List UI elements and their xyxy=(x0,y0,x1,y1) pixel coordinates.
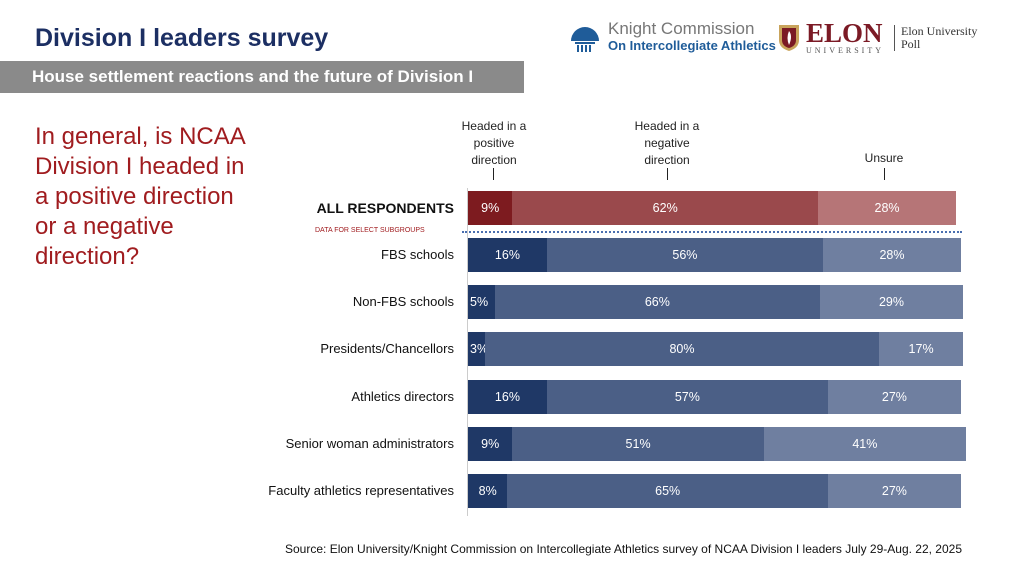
bar-segment-positive: 16% xyxy=(468,380,547,414)
bar-segment-positive: 8% xyxy=(468,474,508,508)
subgroup-label: DATA FOR SELECT SUBGROUPS xyxy=(315,227,425,234)
category-label: Senior woman administrators xyxy=(285,436,454,451)
stacked-bar: 8% 65% 27% xyxy=(468,474,961,508)
bar-segment-negative: 65% xyxy=(507,474,828,508)
stacked-bar: 9% 51% 41% xyxy=(468,427,966,461)
subtitle-banner: House settlement reactions and the futur… xyxy=(0,61,524,93)
bar-segment-positive: 16% xyxy=(468,238,547,272)
poll-line2: Poll xyxy=(901,36,921,51)
category-label: Athletics directors xyxy=(351,389,454,404)
stacked-bar: 5% 66% 29% xyxy=(468,285,963,319)
legend-positive: Headed in a positive direction xyxy=(461,119,527,167)
bar-segment-positive: 9% xyxy=(468,427,513,461)
legend-unsure: Unsure xyxy=(864,151,904,165)
bar-segment-positive: 9% xyxy=(468,191,513,225)
bar-segment-unsure: 41% xyxy=(763,427,966,461)
stacked-bar: 16% 57% 27% xyxy=(468,380,961,414)
bar-segment-unsure: 29% xyxy=(820,285,963,319)
category-label: Non-FBS schools xyxy=(352,294,454,309)
axis-line xyxy=(467,188,468,516)
category-label: FBS schools xyxy=(381,247,454,262)
bar-segment-unsure: 27% xyxy=(827,380,961,414)
bar-segment-negative: 57% xyxy=(546,380,828,414)
poll-line1: Elon University xyxy=(901,23,978,38)
subtitle: House settlement reactions and the futur… xyxy=(32,67,474,86)
bar-segment-unsure: 17% xyxy=(879,332,963,366)
category-label: Presidents/Chancellors xyxy=(320,341,454,356)
bar-segment-negative: 62% xyxy=(512,191,819,225)
page-title: Division I leaders survey xyxy=(35,24,329,52)
bar-segment-positive: 5% xyxy=(468,285,495,319)
category-label: ALL RESPONDENTS xyxy=(316,200,454,216)
bar-segment-negative: 80% xyxy=(484,332,880,366)
category-label: Faculty athletics representatives xyxy=(268,483,454,498)
knight-line1: Knight Commission xyxy=(608,19,755,38)
legend-tick xyxy=(884,168,885,180)
elon-university-text: UNIVERSITY xyxy=(806,46,884,55)
bar-segment-negative: 56% xyxy=(546,238,823,272)
legend-negative: Headed in a negative direction xyxy=(634,119,700,167)
shield-icon xyxy=(779,24,799,51)
bar-segment-unsure: 28% xyxy=(822,238,961,272)
dome-icon xyxy=(571,26,599,52)
stacked-bar: 3% 80% 17% xyxy=(468,332,963,366)
subgroup-divider xyxy=(462,231,962,233)
legend-tick xyxy=(667,168,668,180)
elon-logo: ELON UNIVERSITY Elon University Poll xyxy=(778,20,977,55)
legend-tick xyxy=(493,168,494,180)
bar-segment-negative: 66% xyxy=(494,285,821,319)
elon-wordmark: ELON xyxy=(806,18,883,48)
bar-segment-unsure: 27% xyxy=(827,474,961,508)
survey-question: In general, is NCAA Division I headed in… xyxy=(35,123,245,270)
knight-commission-logo: Knight Commission On Intercollegiate Athl… xyxy=(568,20,776,53)
stacked-bar: 16% 56% 28% xyxy=(468,238,961,272)
source-note: Source: Elon University/Knight Commissio… xyxy=(285,542,962,556)
bar-segment-positive: 3% xyxy=(468,332,488,366)
poll-text: Elon University Poll xyxy=(894,23,978,51)
stacked-bar: 9% 62% 28% xyxy=(468,191,957,225)
bar-segment-unsure: 28% xyxy=(818,191,957,225)
knight-line2: On Intercollegiate Athletics xyxy=(608,38,776,53)
bar-segment-negative: 51% xyxy=(512,427,764,461)
